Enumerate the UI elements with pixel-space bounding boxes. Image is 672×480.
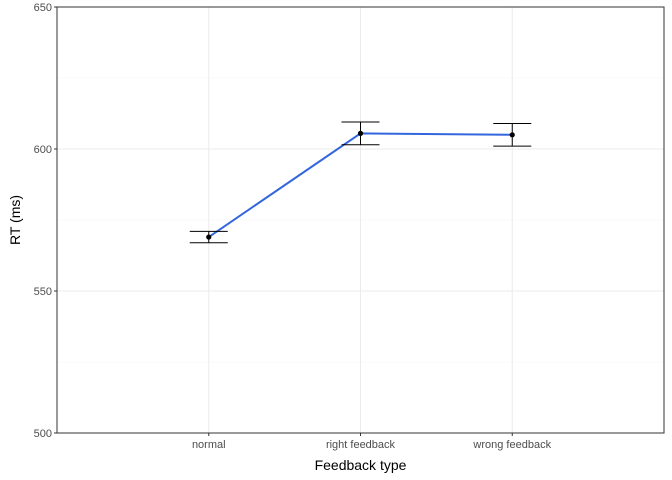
y-tick-label: 650 — [34, 2, 52, 14]
x-tick-label: right feedback — [326, 439, 396, 451]
series-layer — [189, 121, 532, 244]
x-tick-label: normal — [192, 439, 226, 451]
x-axis-title: Feedback type — [315, 457, 407, 473]
y-tick-label: 600 — [34, 144, 52, 156]
data-point — [206, 234, 212, 240]
data-point — [357, 130, 364, 136]
y-axis-title: RT (ms) — [7, 195, 23, 245]
y-axis-ticks: 500 550 600 650 — [34, 2, 57, 440]
x-tick-label: wrong feedback — [472, 439, 551, 451]
x-axis-ticks: normal right feedback wrong feedback — [192, 433, 552, 451]
y-tick-label: 500 — [34, 428, 52, 440]
data-point — [509, 132, 515, 138]
y-tick-label: 550 — [34, 286, 52, 298]
